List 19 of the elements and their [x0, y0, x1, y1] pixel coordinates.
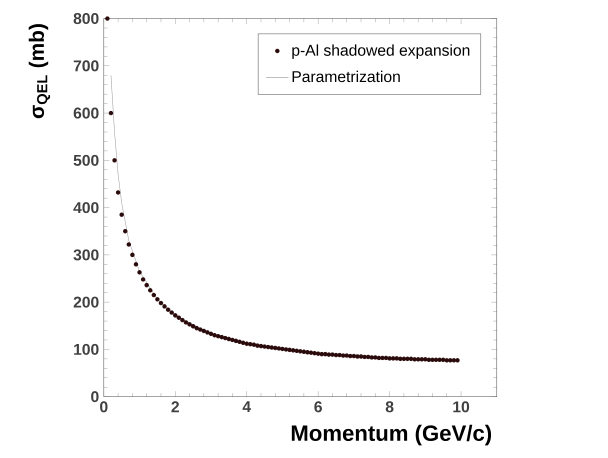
x-tick-label: 4 [242, 401, 251, 412]
x-tick-label: 0 [100, 401, 108, 412]
legend-label: p-Al shadowed expansion [292, 44, 470, 60]
x-tick-label: 2 [171, 401, 179, 412]
y-tick-label: 200 [74, 296, 99, 308]
y-tick-label: 800 [74, 13, 99, 24]
y-tick-label: 300 [73, 249, 99, 261]
y-tick-label: 700 [74, 60, 99, 72]
y-tick-label: 600 [74, 108, 99, 119]
y-tick-label: 400 [73, 202, 99, 214]
y-axis-title: σ$_{QEL}$ (mb) [28, 24, 50, 118]
x-tick-label: 10 [453, 401, 470, 412]
x-axis-title: Momentum (GeV/c) [292, 424, 492, 446]
x-tick-label: 6 [314, 401, 322, 412]
x-tick-label: 8 [386, 401, 394, 412]
y-tick-label: 500 [74, 154, 99, 166]
y-tick-label: 0 [91, 391, 99, 402]
legend-label: Parametrization [292, 70, 400, 82]
y-tick-label: 100 [74, 344, 99, 356]
